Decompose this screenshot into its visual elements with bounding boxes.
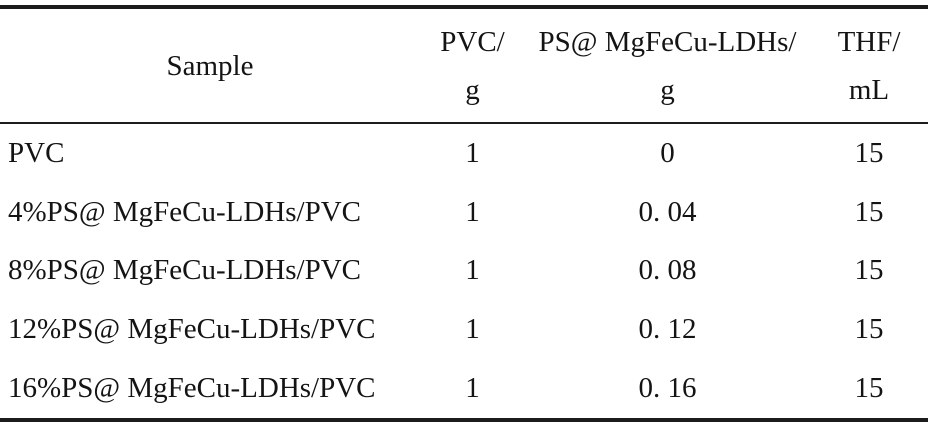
ps-ldhs-mass-cell: 0. 12 xyxy=(638,313,697,346)
sample-composition-table: Sample PVC/ g PS@ MgFeCu-LDHs/ g THF/ mL… xyxy=(0,5,928,422)
header-pvc-label: PVC/ xyxy=(440,25,505,58)
thf-volume-cell: 15 xyxy=(854,136,884,169)
pvc-mass-cell: 1 xyxy=(465,136,480,169)
header-ps-ldhs-unit: g xyxy=(660,73,675,106)
table-row: 12%PS@ MgFeCu-LDHs/PVC 1 0. 12 15 xyxy=(0,300,928,359)
pvc-mass-cell: 1 xyxy=(465,372,480,405)
table-row: PVC 1 0 15 xyxy=(0,123,928,183)
pvc-mass-cell: 1 xyxy=(465,254,480,287)
sample-cell: 4%PS@ MgFeCu-LDHs/PVC xyxy=(8,195,362,228)
thf-volume-cell: 15 xyxy=(854,254,884,287)
table-row: 8%PS@ MgFeCu-LDHs/PVC 1 0. 08 15 xyxy=(0,242,928,301)
header-sample-label: Sample xyxy=(166,49,254,82)
pvc-mass-cell: 1 xyxy=(465,313,480,346)
sample-cell: 12%PS@ MgFeCu-LDHs/PVC xyxy=(8,313,376,346)
header-ps-ldhs-label: PS@ MgFeCu-LDHs/ xyxy=(538,25,797,58)
ps-ldhs-mass-cell: 0. 16 xyxy=(638,372,697,405)
header-row: Sample PVC/ g PS@ MgFeCu-LDHs/ g THF/ mL xyxy=(0,7,928,124)
ps-ldhs-mass-cell: 0. 08 xyxy=(638,254,697,287)
sample-cell: 16%PS@ MgFeCu-LDHs/PVC xyxy=(8,372,376,405)
header-thf-label: THF/ xyxy=(837,25,901,58)
header-sample: Sample xyxy=(0,7,420,124)
header-ps-ldhs: PS@ MgFeCu-LDHs/ g xyxy=(525,7,810,124)
table-row: 4%PS@ MgFeCu-LDHs/PVC 1 0. 04 15 xyxy=(0,183,928,242)
header-pvc: PVC/ g xyxy=(420,7,525,124)
table-row: 16%PS@ MgFeCu-LDHs/PVC 1 0. 16 15 xyxy=(0,359,928,420)
header-thf: THF/ mL xyxy=(810,7,928,124)
thf-volume-cell: 15 xyxy=(854,313,884,346)
thf-volume-cell: 15 xyxy=(854,372,884,405)
header-thf-unit: mL xyxy=(848,73,890,106)
ps-ldhs-mass-cell: 0. 04 xyxy=(638,195,697,228)
sample-cell: 8%PS@ MgFeCu-LDHs/PVC xyxy=(8,254,362,287)
pvc-mass-cell: 1 xyxy=(465,195,480,228)
header-pvc-unit: g xyxy=(465,73,480,106)
ps-ldhs-mass-cell: 0 xyxy=(660,136,675,169)
thf-volume-cell: 15 xyxy=(854,195,884,228)
sample-cell: PVC xyxy=(8,136,65,169)
